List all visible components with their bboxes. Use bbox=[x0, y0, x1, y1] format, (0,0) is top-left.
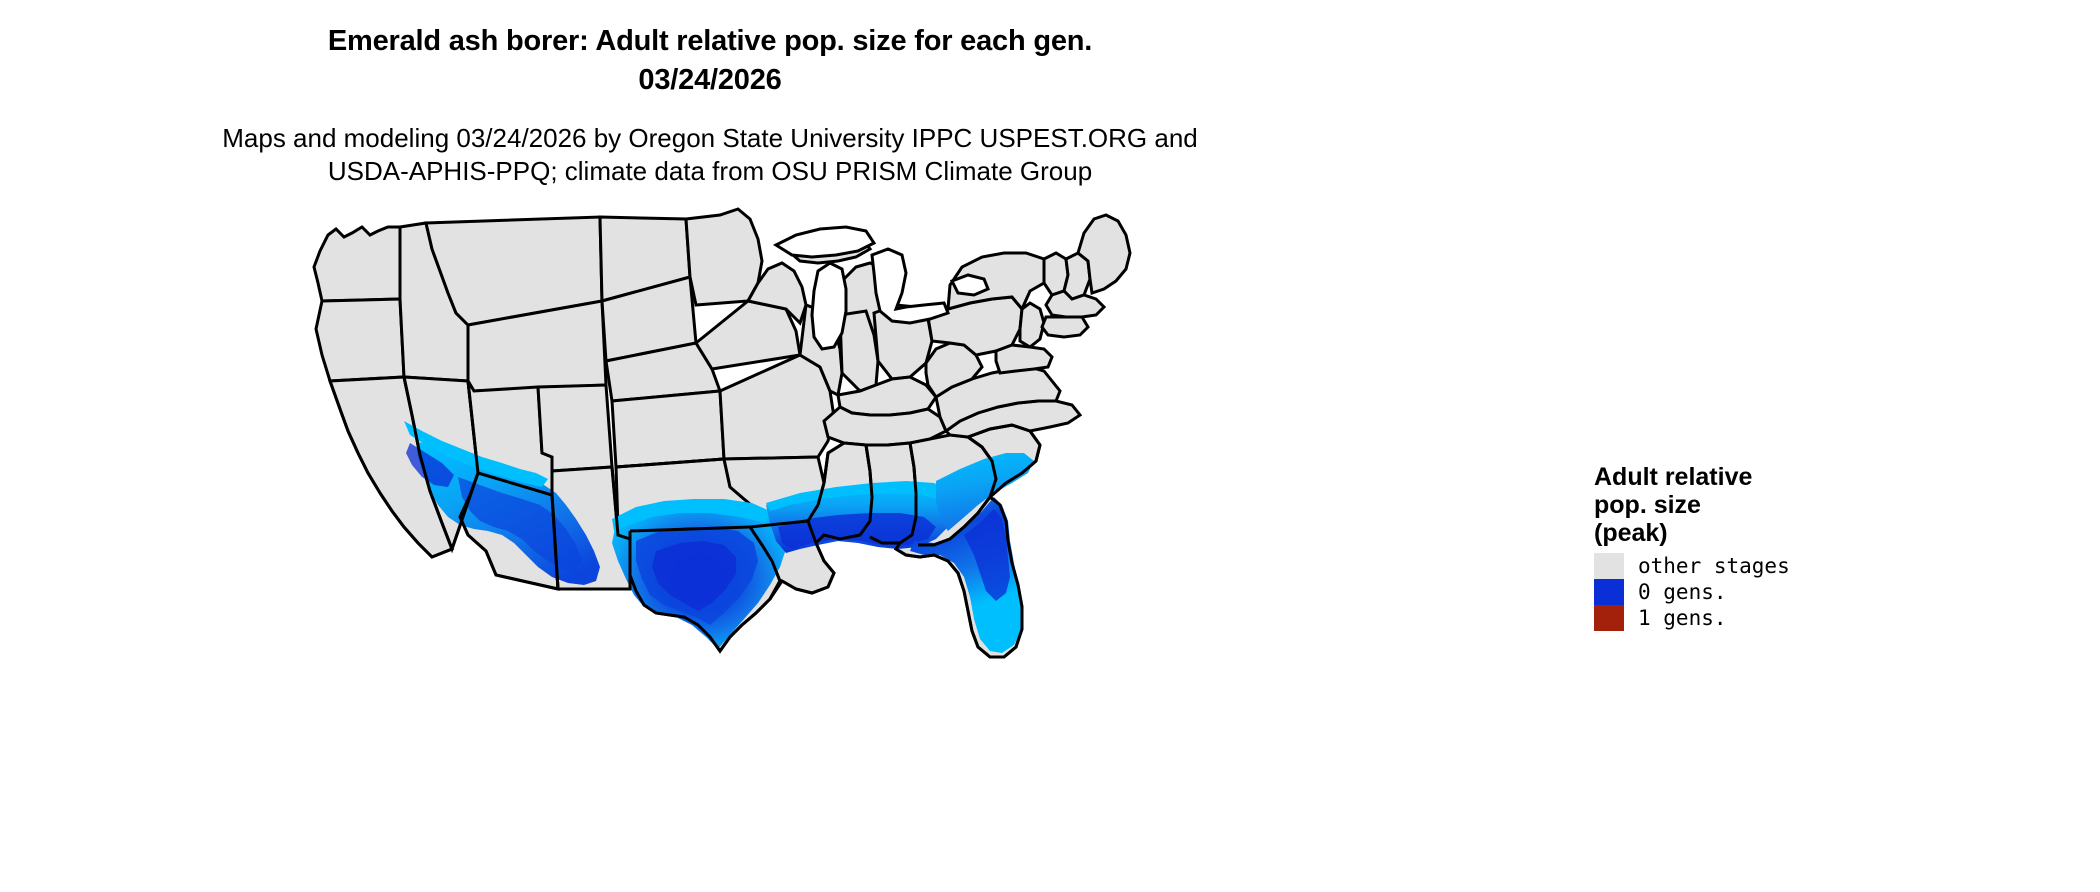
state-washington bbox=[312, 225, 402, 303]
state-maryland-delaware bbox=[994, 343, 1054, 375]
state-wisconsin bbox=[745, 261, 808, 326]
zone-texas-deep bbox=[652, 541, 736, 611]
legend-label-1-gens: 1 gens. bbox=[1638, 606, 1727, 630]
lake-michigan bbox=[810, 261, 848, 351]
zone-texas-north-fringe bbox=[612, 499, 770, 531]
legend-item-0-gens[interactable]: 0 gens. bbox=[1594, 579, 1934, 605]
legend-label-0-gens: 0 gens. bbox=[1638, 580, 1727, 604]
legend-item-1-gens[interactable]: 1 gens. bbox=[1594, 605, 1934, 631]
state-new-jersey bbox=[1018, 301, 1046, 349]
title-line-1: Emerald ash borer: Adult relative pop. s… bbox=[327, 25, 1093, 57]
zone-gulf-north-fringe bbox=[766, 481, 952, 511]
legend-label-other-stages: other stages bbox=[1638, 554, 1790, 578]
lake-huron-erie bbox=[870, 247, 950, 325]
lake-ontario bbox=[949, 273, 990, 297]
state-connecticut-rhode-island bbox=[1040, 315, 1090, 339]
state-maine bbox=[1076, 213, 1132, 295]
state-virginia bbox=[934, 365, 1062, 434]
us-choropleth-map bbox=[300, 205, 1560, 865]
subtitle-line-2: USDA-APHIS-PPQ; climate data from OSU PR… bbox=[327, 156, 1093, 186]
zone-sw-cyan-fringe bbox=[404, 421, 548, 487]
map-legend: Adult relative pop. size (peak) other st… bbox=[1594, 463, 1934, 631]
legend-item-other-stages[interactable]: other stages bbox=[1594, 553, 1934, 579]
page-title: Emerald ash borer: Adult relative pop. s… bbox=[0, 22, 1420, 100]
state-oregon bbox=[314, 297, 406, 383]
map-svg bbox=[312, 207, 1132, 659]
zone-southwest-deep bbox=[458, 477, 582, 571]
state-nebraska bbox=[604, 341, 723, 403]
zone-southeast-coast bbox=[936, 453, 1034, 531]
subtitle-line-1: Maps and modeling 03/24/2026 by Oregon S… bbox=[222, 123, 1198, 153]
legend-title: Adult relative pop. size (peak) bbox=[1594, 463, 1753, 547]
zone-florida-deep bbox=[964, 509, 1010, 601]
state-missouri bbox=[718, 353, 836, 461]
map-border-overlay bbox=[328, 376, 1042, 659]
legend-swatch-1-gens bbox=[1594, 605, 1624, 631]
state-kansas bbox=[610, 389, 726, 469]
title-line-2: 03/24/2026 bbox=[638, 64, 782, 96]
page-subtitle: Maps and modeling 03/24/2026 by Oregon S… bbox=[0, 122, 1420, 188]
state-minnesota bbox=[684, 207, 764, 307]
zone-socal-coast bbox=[406, 443, 454, 487]
state-massachusetts bbox=[1044, 289, 1107, 319]
legend-swatch-0-gens bbox=[1594, 579, 1624, 605]
legend-swatch-other-stages bbox=[1594, 553, 1624, 579]
lake-superior bbox=[772, 225, 877, 259]
state-iowa bbox=[694, 299, 802, 371]
map-population-layer bbox=[404, 421, 1034, 653]
